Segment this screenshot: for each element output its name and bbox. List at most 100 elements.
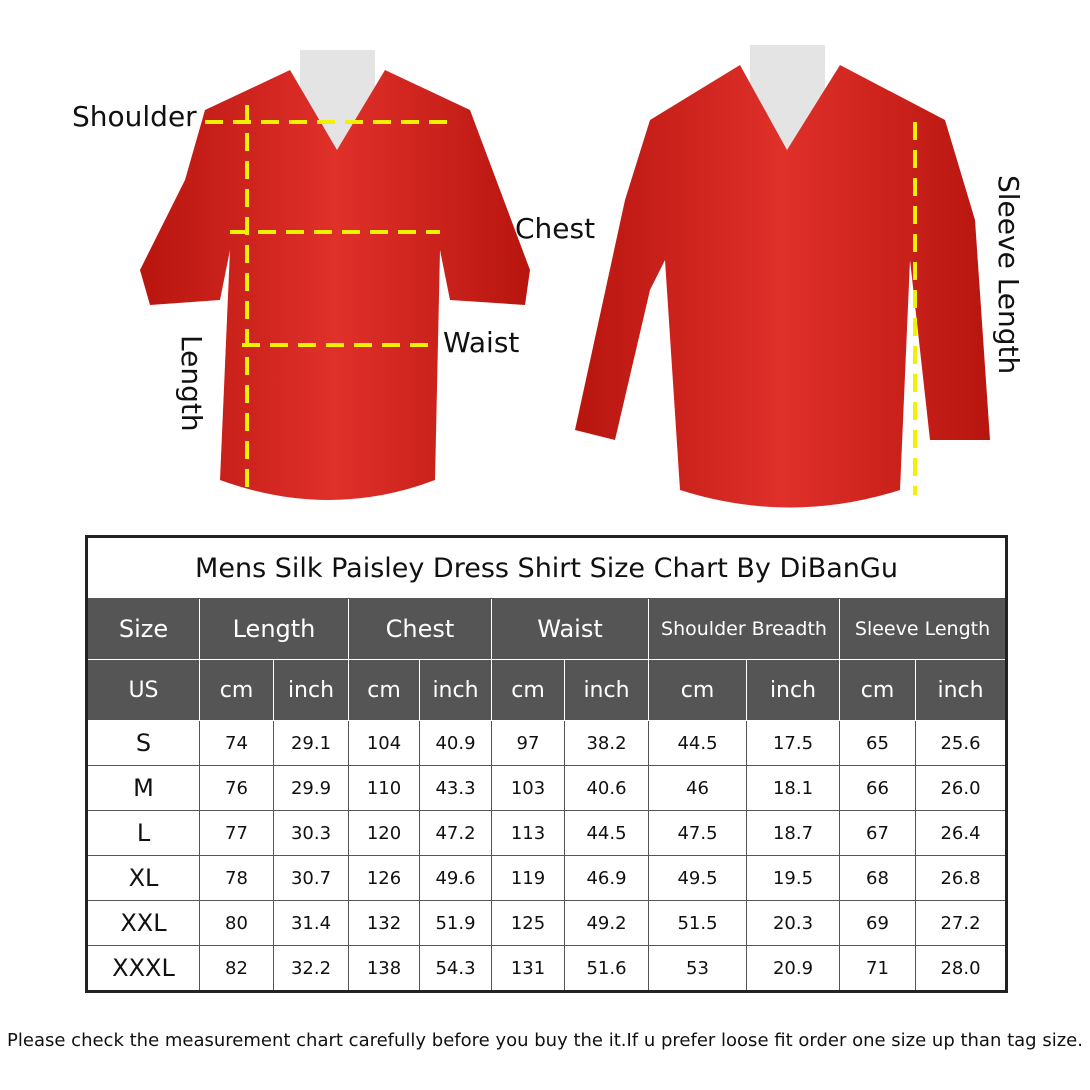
value-cell: 44.5 [648,720,747,766]
value-cell: 43.3 [419,765,492,811]
value-cell: 17.5 [746,720,840,766]
subheader-cm: cm [348,659,420,721]
value-cell: 65 [839,720,916,766]
value-cell: 40.9 [419,720,492,766]
table-row: S 74 29.1 104 40.9 97 38.2 44.5 17.5 65 25.6 [86,720,1008,766]
header-length: Length [199,598,349,660]
value-cell: 46 [648,765,747,811]
value-cell: 44.5 [564,810,649,856]
value-cell: 78 [199,855,274,901]
value-cell: 103 [491,765,565,811]
value-cell: 30.3 [273,810,349,856]
value-cell: 80 [199,900,274,946]
value-cell: 97 [491,720,565,766]
subheader-cm: cm [839,659,916,721]
value-cell: 51.6 [564,945,649,992]
value-cell: 29.1 [273,720,349,766]
value-cell: 38.2 [564,720,649,766]
header-shoulder-breadth: Shoulder Breadth [648,598,840,660]
subheader-inch: inch [564,659,649,721]
value-cell: 132 [348,900,420,946]
value-cell: 104 [348,720,420,766]
size-cell: L [86,810,200,856]
size-cell: XL [86,855,200,901]
shirt-illustrations [140,45,990,508]
table-title: Mens Silk Paisley Dress Shirt Size Chart… [85,536,1008,599]
value-cell: 120 [348,810,420,856]
subheader-cm: cm [648,659,747,721]
value-cell: 67 [839,810,916,856]
value-cell: 51.9 [419,900,492,946]
table-row: XL 78 30.7 126 49.6 119 46.9 49.5 19.5 68 26.8 [86,855,1008,901]
size-cell: XXL [86,900,200,946]
table-row: L 77 30.3 120 47.2 113 44.5 47.5 18.7 67 26.4 [86,810,1008,856]
value-cell: 113 [491,810,565,856]
value-cell: 47.5 [648,810,747,856]
size-cell: S [86,720,200,766]
back-shirt-long-sleeve [575,45,990,508]
value-cell: 31.4 [273,900,349,946]
value-cell: 51.5 [648,900,747,946]
value-cell: 69 [839,900,916,946]
value-cell: 74 [199,720,274,766]
value-cell: 71 [839,945,916,992]
value-cell: 28.0 [914,945,1008,992]
value-cell: 49.5 [648,855,747,901]
measure-lines [205,105,917,495]
value-cell: 20.3 [746,900,840,946]
header-waist: Waist [491,598,649,660]
value-cell: 125 [491,900,565,946]
value-cell: 29.9 [273,765,349,811]
length-label: Length [175,335,208,432]
waist-label: Waist [443,326,520,359]
value-cell: 68 [839,855,916,901]
table-row: M 76 29.9 110 43.3 103 40.6 46 18.1 66 26.0 [86,765,1008,811]
value-cell: 25.6 [914,720,1008,766]
front-shirt-short-sleeve [140,50,530,500]
value-cell: 30.7 [273,855,349,901]
chest-label: Chest [515,212,596,245]
value-cell: 110 [348,765,420,811]
value-cell: 19.5 [746,855,840,901]
value-cell: 26.0 [914,765,1008,811]
value-cell: 54.3 [419,945,492,992]
value-cell: 82 [199,945,274,992]
value-cell: 32.2 [273,945,349,992]
value-cell: 76 [199,765,274,811]
fit-note: Please check the measurement chart caref… [7,1030,1083,1051]
header-chest: Chest [348,598,492,660]
value-cell: 126 [348,855,420,901]
header-size: Size [86,598,200,660]
value-cell: 26.4 [914,810,1008,856]
size-chart-table: Mens Silk Paisley Dress Shirt Size Chart… [85,535,1009,993]
value-cell: 18.1 [746,765,840,811]
value-cell: 18.7 [746,810,840,856]
size-cell: XXXL [86,945,200,992]
value-cell: 77 [199,810,274,856]
value-cell: 131 [491,945,565,992]
value-cell: 49.6 [419,855,492,901]
value-cell: 53 [648,945,747,992]
value-cell: 47.2 [419,810,492,856]
shoulder-label: Shoulder [72,100,197,133]
value-cell: 20.9 [746,945,840,992]
value-cell: 40.6 [564,765,649,811]
subheader-inch: inch [419,659,492,721]
subheader-cm: cm [199,659,274,721]
value-cell: 138 [348,945,420,992]
value-cell: 46.9 [564,855,649,901]
table-row: XXL 80 31.4 132 51.9 125 49.2 51.5 20.3 69 27.2 [86,900,1008,946]
table-row: XXXL 82 32.2 138 54.3 131 51.6 53 20.9 71 28.0 [86,945,1008,992]
value-cell: 26.8 [914,855,1008,901]
size-cell: M [86,765,200,811]
value-cell: 119 [491,855,565,901]
header-sleeve-length: Sleeve Length [838,598,1008,660]
value-cell: 49.2 [564,900,649,946]
value-cell: 27.2 [914,900,1008,946]
subheader-us: US [86,659,200,721]
subheader-inch: inch [273,659,349,721]
subheader-inch: inch [746,659,840,721]
sleeve-length-label: Sleeve Length [992,175,1025,375]
subheader-cm: cm [491,659,565,721]
subheader-inch: inch [914,659,1008,721]
